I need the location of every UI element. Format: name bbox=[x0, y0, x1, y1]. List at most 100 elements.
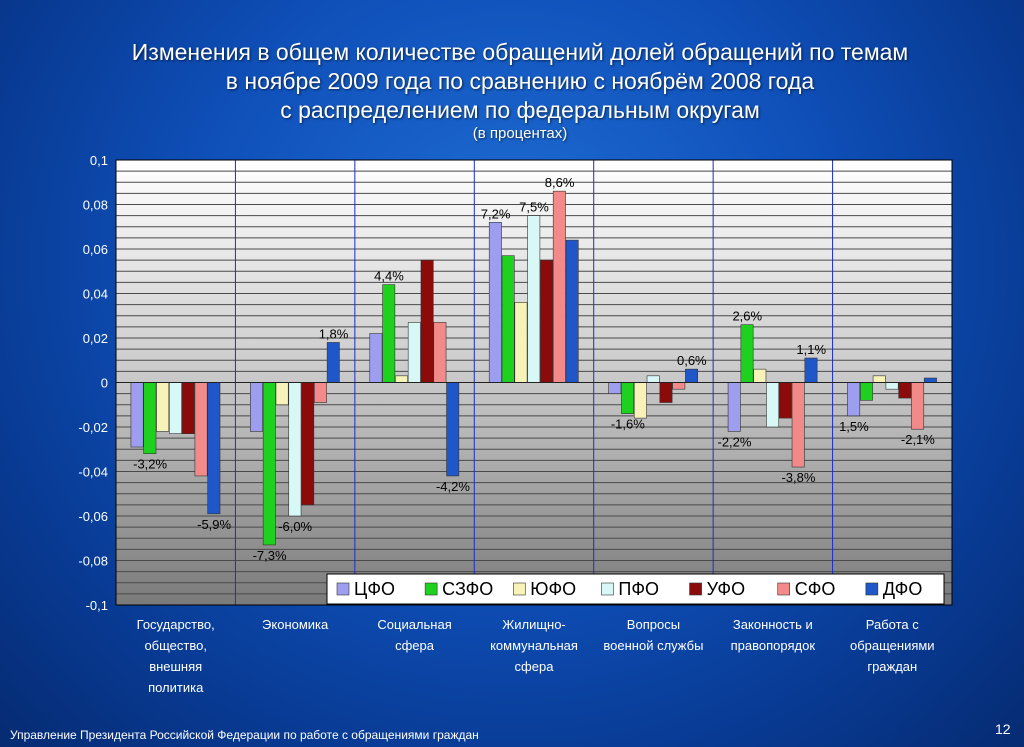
legend-label: СФО bbox=[795, 579, 836, 599]
bar-УФО bbox=[181, 382, 195, 434]
bar-ДФО bbox=[207, 382, 221, 515]
bar-ЦФО bbox=[369, 333, 383, 383]
legend-swatch-СФО bbox=[777, 582, 791, 596]
page-number: 12 bbox=[995, 721, 1011, 737]
chart-title-line-1: Изменения в общем количестве обращений д… bbox=[131, 39, 909, 65]
bar-СФО bbox=[911, 382, 925, 430]
y-tick-label: 0,06 bbox=[83, 242, 108, 257]
bar-СФО bbox=[194, 382, 208, 477]
legend-swatch-ДФО bbox=[865, 582, 879, 596]
legend-swatch-УФО bbox=[689, 582, 702, 596]
bar-ЮФО bbox=[395, 375, 408, 383]
data-label: 0,6% bbox=[677, 353, 707, 368]
bar-ПФО bbox=[766, 382, 780, 428]
bar-ЦФО bbox=[727, 382, 741, 432]
bar-ЮФО bbox=[514, 302, 528, 383]
bar-СЗФО bbox=[859, 382, 873, 401]
bar-ПФО bbox=[407, 322, 421, 383]
legend-swatch-СЗФО bbox=[424, 582, 438, 596]
data-label: -4,2% bbox=[436, 479, 470, 494]
bar-СФО bbox=[672, 382, 686, 390]
data-label: -1,6% bbox=[611, 417, 645, 432]
chart-title-line-2: в ноябре 2009 года по сравнению с ноябрё… bbox=[225, 68, 815, 94]
legend-label: СЗФО bbox=[442, 579, 493, 599]
bar-ЮФО bbox=[872, 375, 886, 383]
legend-label: ПФО bbox=[618, 579, 659, 599]
bar-УФО bbox=[778, 382, 792, 419]
bar-УФО bbox=[898, 382, 912, 399]
bar-ЦФО bbox=[130, 382, 144, 448]
bar-УФО bbox=[420, 259, 434, 383]
bar-ПФО bbox=[169, 382, 182, 434]
data-label: -6,0% bbox=[278, 519, 312, 534]
bar-СЗФО bbox=[740, 324, 754, 383]
bar-ЦФО bbox=[250, 382, 263, 432]
bar-ДФО bbox=[804, 357, 818, 383]
bar-ПФО bbox=[885, 382, 899, 390]
title-block: Изменения в общем количестве обращений д… bbox=[0, 38, 1024, 143]
data-label: -3,8% bbox=[781, 470, 815, 485]
legend-swatch-ПФО bbox=[601, 582, 614, 596]
data-label: 1,8% bbox=[319, 326, 349, 341]
y-tick-label: -0,08 bbox=[78, 554, 108, 569]
bar-ДФО bbox=[446, 382, 460, 477]
y-tick-label: 0,04 bbox=[83, 287, 108, 302]
y-tick-label: 0,1 bbox=[90, 153, 108, 168]
bar-ПФО bbox=[288, 382, 302, 517]
chart-subtitle: (в процентах) bbox=[472, 125, 568, 142]
chart-title-line-3: с распределением по федеральным округам bbox=[280, 97, 760, 123]
data-label: 7,5% bbox=[519, 200, 549, 215]
data-label: 1,5% bbox=[839, 419, 869, 434]
legend-label: УФО bbox=[707, 579, 746, 599]
bar-ЮФО bbox=[753, 368, 767, 383]
y-tick-label: -0,02 bbox=[78, 420, 108, 435]
bar-СЗФО bbox=[621, 382, 635, 414]
bar-СФО bbox=[314, 382, 327, 403]
data-label: -2,1% bbox=[901, 432, 935, 447]
bar-СЗФО bbox=[143, 382, 157, 454]
data-label: 7,2% bbox=[481, 206, 511, 221]
legend-label: ЦФО bbox=[354, 579, 395, 599]
y-tick-label: -0,1 bbox=[86, 598, 108, 613]
data-label: 8,6% bbox=[545, 175, 575, 190]
bar-СЗФО bbox=[501, 255, 515, 383]
bar-ДФО bbox=[326, 342, 340, 383]
bar-ДФО bbox=[923, 377, 937, 383]
bar-УФО bbox=[301, 382, 315, 506]
data-label: 1,1% bbox=[796, 342, 826, 357]
legend-label: ЮФО bbox=[530, 579, 576, 599]
bar-ЦФО bbox=[488, 222, 502, 383]
y-tick-label: -0,04 bbox=[78, 465, 108, 480]
footer-text: Управление Президента Российской Федерац… bbox=[10, 728, 479, 742]
legend-swatch-ЮФО bbox=[512, 582, 526, 596]
y-tick-label: 0,08 bbox=[83, 198, 108, 213]
bar-СЗФО bbox=[262, 382, 276, 546]
data-label: -5,9% bbox=[197, 517, 231, 532]
bar-ЮФО bbox=[156, 382, 170, 432]
bar-ПФО bbox=[527, 215, 541, 383]
data-label: 4,4% bbox=[374, 269, 404, 284]
bar-ЦФО bbox=[847, 382, 861, 417]
y-tick-label: 0 bbox=[101, 376, 108, 391]
data-label: -3,2% bbox=[133, 457, 167, 472]
data-label: -2,2% bbox=[717, 434, 751, 449]
legend-label: ДФО bbox=[883, 579, 922, 599]
bar-УФО bbox=[659, 382, 673, 403]
bar-ПФО bbox=[646, 375, 660, 383]
bar-СЗФО bbox=[382, 284, 396, 383]
bar-ДФО bbox=[565, 239, 579, 383]
bar-УФО bbox=[540, 259, 553, 383]
bar-СФО bbox=[791, 382, 805, 468]
bar-СФО bbox=[552, 190, 566, 383]
legend-swatch-ЦФО bbox=[336, 582, 350, 596]
bar-ЮФО bbox=[275, 382, 289, 406]
bar-ЦФО bbox=[608, 382, 622, 394]
bar-ЮФО bbox=[633, 382, 647, 419]
bar-СФО bbox=[433, 322, 447, 383]
bar-ДФО bbox=[685, 368, 699, 383]
plot-border bbox=[115, 159, 953, 606]
y-tick-label: 0,02 bbox=[83, 331, 108, 346]
data-label: -7,3% bbox=[253, 548, 287, 563]
data-label: 2,6% bbox=[732, 309, 762, 324]
